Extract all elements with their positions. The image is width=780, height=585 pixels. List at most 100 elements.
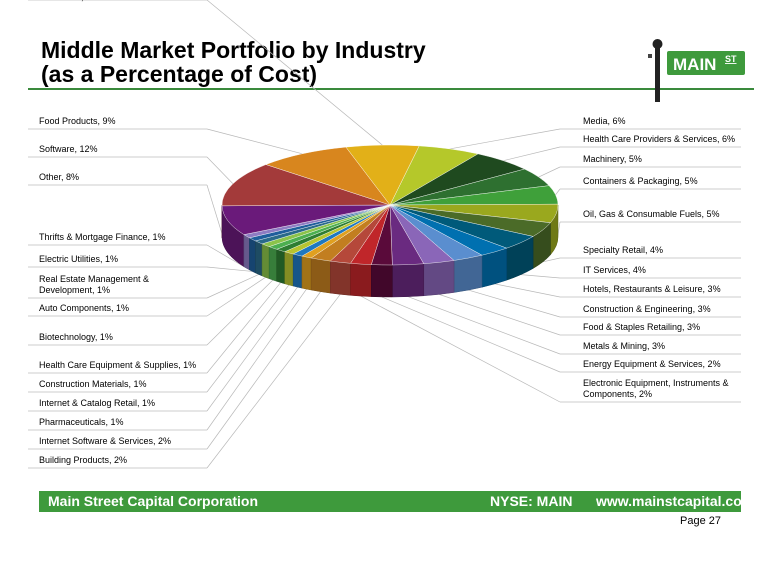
footer-company: Main Street Capital Corporation <box>48 493 259 509</box>
leader-line <box>206 291 321 450</box>
slice-label: Machinery, 5% <box>583 154 642 164</box>
leader-line <box>520 274 561 279</box>
logo-sign <box>665 49 747 77</box>
slice-label: Energy Equipment & Services, 2% <box>583 359 721 369</box>
leader-line <box>468 289 561 318</box>
leader-line <box>206 266 253 272</box>
pie-side-biotechnology <box>268 246 277 282</box>
slice-label-line: Media, 6% <box>583 116 626 126</box>
title-divider <box>28 88 754 90</box>
slice-label-line: Real Estate Management & <box>39 274 149 284</box>
slice-label: Specialty Retail, 4% <box>583 245 663 255</box>
leader-line <box>542 257 561 263</box>
slice-label-line: Auto Components, 1% <box>39 303 129 313</box>
leader-line <box>538 166 561 178</box>
leader-line <box>206 294 341 469</box>
leader-line <box>206 288 307 431</box>
slice-label: Software, 12% <box>39 144 98 154</box>
slice-label-line: Health Care Equipment & Supplies, 1% <box>39 360 196 370</box>
slice-label: Other, 8% <box>39 172 79 182</box>
pie-side-pharmaceuticals <box>301 255 312 291</box>
slice-label: Metals & Mining, 3% <box>583 341 665 351</box>
logo-superscript: ST <box>725 54 737 64</box>
slice-labels: Media, 6% Health Care Providers & Service… <box>39 0 735 465</box>
slice-label-line: Other, 8% <box>39 172 79 182</box>
slice-label: Chemicals, 7% <box>39 0 99 2</box>
slice-label: Containers & Packaging, 5% <box>583 176 698 186</box>
slice-label: Hotels, Restaurants & Leisure, 3% <box>583 284 721 294</box>
slice-label: Internet Software & Services, 2% <box>39 436 171 446</box>
slice-label: Biotechnology, 1% <box>39 332 113 342</box>
leader-line <box>206 282 281 374</box>
leader-line <box>206 244 247 269</box>
slice-label-line: Thrifts & Mortgage Finance, 1% <box>39 232 166 242</box>
logo-post <box>655 44 660 102</box>
pie-side-construction-materials <box>284 251 294 287</box>
slice-label-line: Internet & Catalog Retail, 1% <box>39 398 155 408</box>
slice-label-line: Components, 2% <box>583 389 652 399</box>
pie-side-auto-components <box>261 243 270 280</box>
footer-url[interactable]: www.mainstcapital.com <box>596 493 755 509</box>
pie-side-internet-software-services <box>310 257 331 294</box>
leader-line <box>206 128 303 155</box>
slice-label-line: Energy Equipment & Services, 2% <box>583 359 721 369</box>
slice-label-line: Electronic Equipment, Instruments & <box>583 378 729 388</box>
slice-label-line: Biotechnology, 1% <box>39 332 113 342</box>
slice-label: Food Products, 9% <box>39 116 116 126</box>
leader-line <box>206 286 298 412</box>
pie-side-internet-catalog-retail <box>292 253 303 289</box>
slice-label-line: Oil, Gas & Consumable Fuels, 5% <box>583 209 720 219</box>
pie-side-thrifts-mortgage-finance <box>243 234 250 271</box>
slice-label-line: Development, 1% <box>39 285 110 295</box>
logo-text: MAIN <box>673 55 716 74</box>
slice-label: Health Care Equipment & Supplies, 1% <box>39 360 196 370</box>
leader-line <box>449 128 561 150</box>
leader-line <box>206 156 234 184</box>
slice-label-line: Internet Software & Services, 2% <box>39 436 171 446</box>
slice-label-line: Hotels, Restaurants & Leisure, 3% <box>583 284 721 294</box>
slice-label-line: IT Services, 4% <box>583 265 646 275</box>
slice-label: Electronic Equipment, Instruments & Compo… <box>583 378 729 399</box>
pie-side-electronic-equipment-instruments-components <box>350 263 372 297</box>
slice-label-line: Software, 12% <box>39 144 98 154</box>
slice-label: Food & Staples Retailing, 3% <box>583 322 700 332</box>
slice-label: Internet & Catalog Retail, 1% <box>39 398 155 408</box>
slide-title: Middle Market Portfolio by Industry (as … <box>41 38 601 86</box>
title-line-1: Middle Market Portfolio by Industry <box>41 37 426 63</box>
slice-label: Construction Materials, 1% <box>39 379 147 389</box>
pie-side-energy-equipment-services <box>371 264 393 298</box>
slice-label: Oil, Gas & Consumable Fuels, 5% <box>583 209 720 219</box>
slice-label-line: Pharmaceuticals, 1% <box>39 417 124 427</box>
title-line-2: (as a Percentage of Cost) <box>41 61 318 87</box>
leader-line <box>206 284 290 393</box>
leader-line <box>206 277 266 317</box>
slice-label-line: Construction Materials, 1% <box>39 379 147 389</box>
slice-label-line: Construction & Engineering, 3% <box>583 304 711 314</box>
slice-label-line: Machinery, 5% <box>583 154 642 164</box>
slice-label: Real Estate Management & Development, 1% <box>39 274 149 295</box>
logo-post-cap <box>652 39 663 49</box>
leader-line <box>503 146 561 162</box>
pie-side-real-estate-management-development <box>255 240 263 277</box>
slice-label-line: Metals & Mining, 3% <box>583 341 665 351</box>
footer-ticker: NYSE: MAIN <box>490 493 573 509</box>
leader-line <box>360 295 561 403</box>
pie-side-health-care-equipment-supplies <box>276 248 285 285</box>
pie-slices <box>221 144 559 266</box>
pie-side-building-products <box>330 260 351 296</box>
pie-side-food-staples-retailing <box>423 260 455 297</box>
leader-line <box>494 283 561 298</box>
slice-label: Construction & Engineering, 3% <box>583 304 711 314</box>
slice-label: Media, 6% <box>583 116 626 126</box>
main-street-logo: MAIN ST <box>648 39 747 102</box>
slice-label: IT Services, 4% <box>583 265 646 275</box>
slice-label-line: Building Products, 2% <box>39 455 127 465</box>
leader-line <box>439 294 561 336</box>
slice-label: Auto Components, 1% <box>39 303 129 313</box>
pie-side-metals-mining <box>392 263 425 298</box>
leader-line <box>206 279 274 346</box>
pie-side-construction-engineering <box>453 254 483 293</box>
leader-line <box>408 296 561 355</box>
